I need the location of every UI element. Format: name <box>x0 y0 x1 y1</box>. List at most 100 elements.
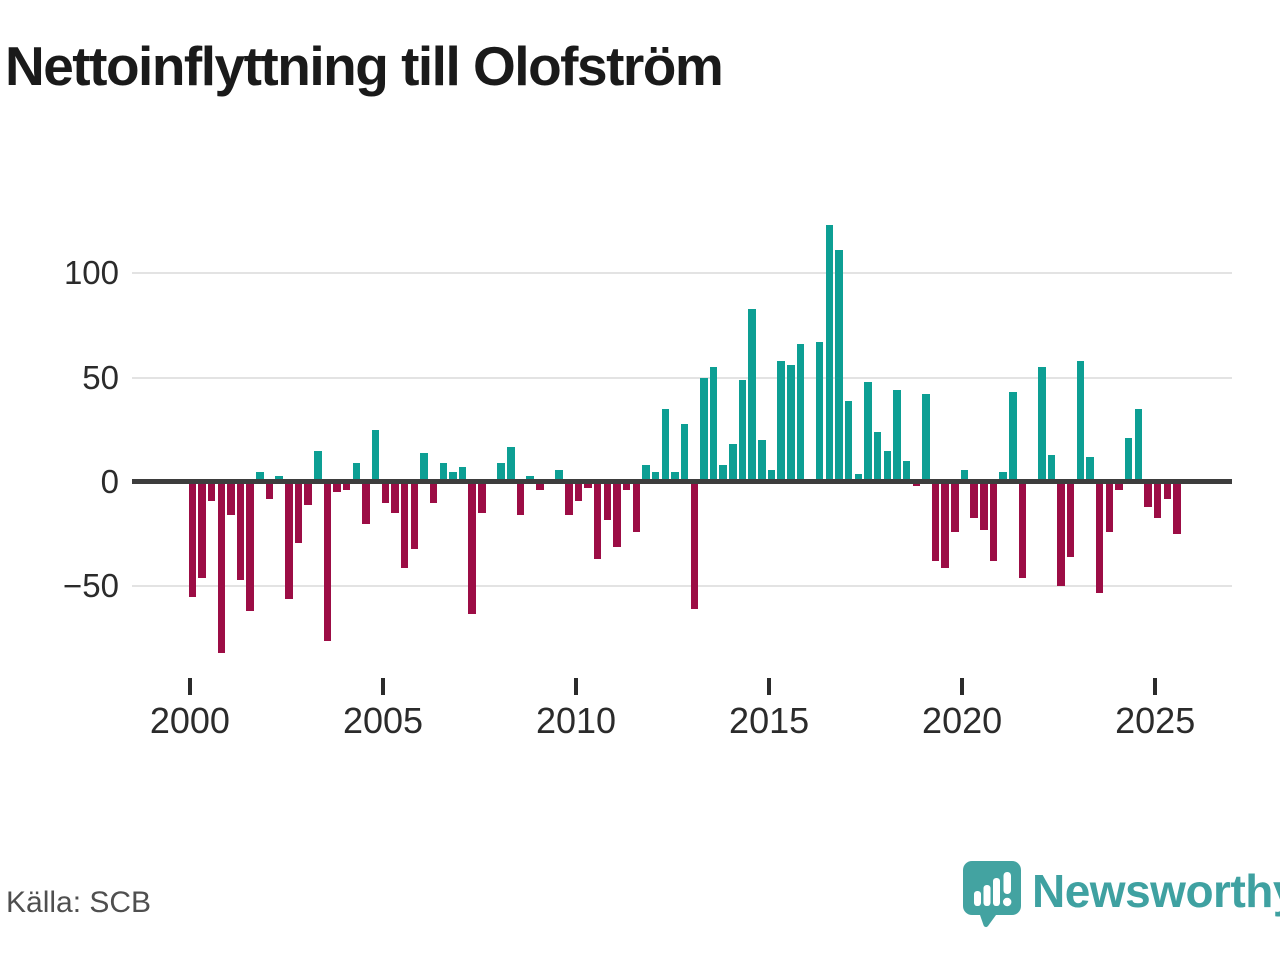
bar-2007q3 <box>478 482 486 514</box>
bar-2011q3 <box>632 482 641 533</box>
x-axis-label-2005: 2005 <box>342 700 424 741</box>
bar-2014q3 <box>748 308 756 482</box>
bar-2015q1 <box>767 469 776 482</box>
bar-2012q1 <box>651 471 660 482</box>
bar-2017q4 <box>873 431 882 482</box>
bar-2025q2 <box>1163 482 1172 499</box>
bar-2014q2 <box>738 379 747 482</box>
bar-2017q2 <box>854 473 863 482</box>
bar-2001q1 <box>227 482 235 516</box>
bar-2007q2 <box>468 482 476 614</box>
bar-2007q1 <box>458 467 467 482</box>
bar-2016q3 <box>825 225 834 482</box>
zero-axis-line <box>132 479 1232 484</box>
bar-2018q1 <box>883 450 892 482</box>
bar-2011q4 <box>642 465 650 482</box>
bar-2009q4 <box>565 482 573 516</box>
bar-2004q4 <box>371 429 380 482</box>
bar-2010q3 <box>593 482 602 560</box>
bar-2003q2 <box>314 450 322 482</box>
bar-2015q4 <box>796 344 805 482</box>
bar-2018q4 <box>912 482 921 487</box>
bar-2000q1 <box>188 482 197 597</box>
x-axis-tick-2020 <box>960 678 965 695</box>
bar-2002q3 <box>285 482 293 599</box>
bar-2006q3 <box>439 463 448 482</box>
bar-2019q2 <box>931 482 940 562</box>
gridline-50 <box>132 376 1232 379</box>
bar-2006q2 <box>429 482 438 503</box>
bar-2004q1 <box>342 482 351 491</box>
bar-2008q3 <box>516 482 525 516</box>
bar-2015q2 <box>777 361 785 482</box>
x-axis-tick-2010 <box>574 678 578 695</box>
bar-2024q3 <box>1134 409 1143 482</box>
bar-2002q2 <box>275 475 283 482</box>
bar-2011q2 <box>622 482 631 491</box>
bar-2000q2 <box>198 482 206 578</box>
bar-2004q2 <box>352 463 361 482</box>
bar-2015q3 <box>787 365 795 482</box>
bar-2013q1 <box>690 482 699 610</box>
bar-2018q2 <box>893 390 901 482</box>
bar-2008q4 <box>526 475 534 482</box>
chart-title: Nettoinflyttning till Olofström <box>5 35 724 97</box>
bar-2003q1 <box>304 482 312 505</box>
bar-2016q2 <box>815 342 824 482</box>
bar-2020q3 <box>980 482 988 530</box>
bar-2024q1 <box>1115 482 1123 491</box>
bar-2018q3 <box>902 461 911 482</box>
source-note: Källa: SCB <box>6 886 152 919</box>
bar-2010q4 <box>603 482 612 520</box>
bar-2010q2 <box>584 482 592 489</box>
gridline-100 <box>132 272 1232 275</box>
bar-2023q4 <box>1105 482 1114 533</box>
bar-2008q1 <box>497 463 505 482</box>
bar-2001q3 <box>246 482 254 612</box>
bar-2020q1 <box>960 469 969 482</box>
bar-2004q3 <box>362 482 370 524</box>
bar-2017q3 <box>864 381 872 482</box>
x-axis-tick-2000 <box>187 678 192 695</box>
bar-2005q1 <box>381 482 390 503</box>
bar-2006q1 <box>420 452 428 482</box>
bar-2016q4 <box>835 250 843 482</box>
y-axis-label-100: 100 <box>63 254 119 292</box>
bar-2017q1 <box>844 400 853 482</box>
x-axis-tick-2005 <box>381 678 385 695</box>
bar-2001q2 <box>236 482 245 581</box>
bar-2023q1 <box>1076 361 1085 482</box>
bar-2014q1 <box>729 444 737 482</box>
bar-2000q3 <box>207 482 216 501</box>
bar-2012q3 <box>671 471 679 482</box>
bar-2022q3 <box>1057 482 1065 587</box>
x-axis-label-2000: 2000 <box>149 700 230 741</box>
x-axis-label-2025: 2025 <box>1115 700 1196 741</box>
bar-2012q2 <box>661 409 670 482</box>
bar-2013q2 <box>700 377 708 482</box>
bar-2023q2 <box>1086 457 1094 482</box>
bar-2023q3 <box>1095 482 1104 593</box>
bar-2006q4 <box>449 471 457 482</box>
bar-2009q3 <box>555 469 563 482</box>
y-axis-label-0: 0 <box>100 463 119 500</box>
bar-2005q4 <box>410 482 419 549</box>
x-axis-label-2010: 2010 <box>535 700 617 741</box>
bar-2019q4 <box>951 482 959 533</box>
bar-2013q4 <box>719 465 727 482</box>
bar-2019q3 <box>941 482 949 568</box>
bar-2025q3 <box>1173 482 1181 535</box>
newsworthy-logo: Newsworthy <box>962 858 1280 930</box>
bar-2022q1 <box>1038 367 1046 482</box>
bar-2024q2 <box>1124 438 1133 482</box>
bar-2013q3 <box>709 367 718 482</box>
x-axis-label-2015: 2015 <box>729 700 810 741</box>
y-axis-label--50: −50 <box>63 567 119 605</box>
bar-2008q2 <box>507 446 515 482</box>
bar-2011q1 <box>613 482 621 547</box>
bar-2002q4 <box>294 482 303 543</box>
bar-2000q4 <box>217 482 226 654</box>
bar-2001q4 <box>256 471 264 482</box>
